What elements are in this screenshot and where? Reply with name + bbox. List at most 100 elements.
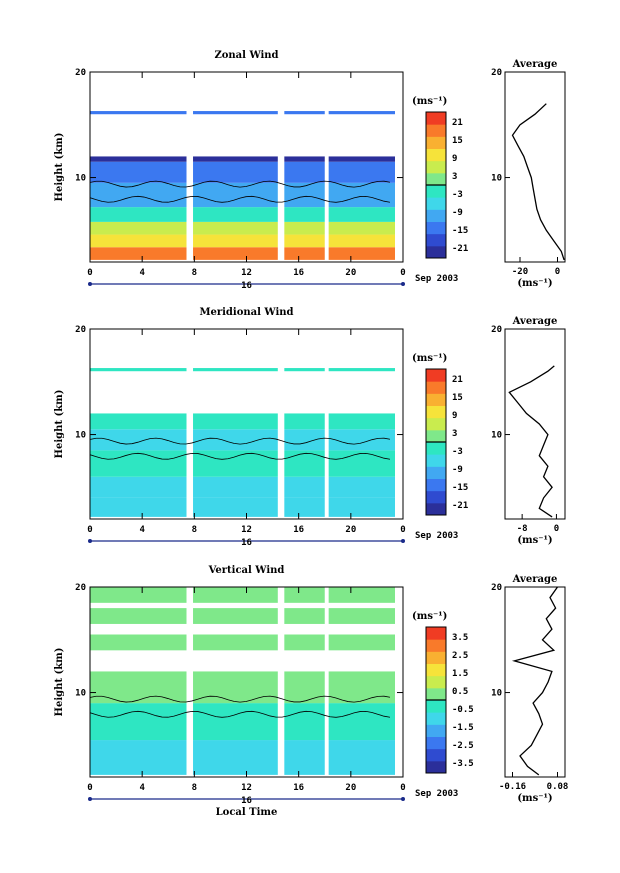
- data-gap: [186, 72, 194, 262]
- colorbar-swatch: [426, 748, 446, 762]
- colorbar-tick-label: -9: [452, 208, 463, 218]
- field-band: [90, 156, 395, 162]
- colorbar-swatch: [426, 478, 446, 492]
- y-axis-label: Height (km): [54, 648, 65, 717]
- date-caption: Sep 2003: [415, 531, 458, 541]
- colorbar-swatch: [426, 639, 446, 652]
- x-tick-label: 12: [241, 783, 252, 793]
- x-tick-label: 0: [87, 525, 92, 535]
- profile-frame: [504, 586, 566, 778]
- zero-contour: [89, 695, 391, 703]
- colorbar-swatch: [426, 148, 446, 162]
- panel-2: Meridional Wind 10 20 Height (km) 0 4 8 12 16 20 0…: [54, 307, 566, 548]
- panel-title: Vertical Wind: [208, 565, 285, 576]
- field-band: [90, 608, 395, 624]
- colorbar-unit: (ms⁻¹): [412, 611, 447, 622]
- colorbar-tick-label: 9: [452, 154, 457, 164]
- colorbar-swatch: [426, 627, 446, 640]
- colorbar-swatch: [426, 675, 446, 689]
- date-axis-end: [88, 282, 92, 286]
- x-tick-label: 0: [400, 783, 405, 793]
- field-band: [90, 161, 395, 183]
- colorbar-swatch: [426, 245, 446, 259]
- field-band: [90, 671, 395, 704]
- colorbar-tick-label: 0.5: [452, 687, 468, 697]
- zero-contour: [89, 180, 391, 188]
- date-axis-end: [88, 797, 92, 801]
- colorbar-tick-label: 2.5: [452, 651, 468, 661]
- colorbar-swatch: [426, 209, 446, 222]
- y-tick-label: 10: [75, 431, 86, 441]
- y-tick-label: 20: [75, 583, 86, 593]
- profile-x-tick-label: -20: [512, 267, 528, 277]
- colorbar-tick-label: -3.5: [452, 759, 474, 769]
- colorbar-swatch: [426, 124, 446, 137]
- field-band: [90, 221, 395, 235]
- profile-y-tick-label: 20: [491, 68, 502, 78]
- colorbar-swatch: [426, 172, 446, 186]
- x-axis-label: Local Time: [216, 807, 278, 818]
- field-band: [90, 234, 395, 248]
- date-caption: Sep 2003: [415, 789, 458, 799]
- panel-title: Zonal Wind: [214, 50, 278, 61]
- x-tick-label: 16: [293, 525, 304, 535]
- date-tick-label: 16: [241, 281, 252, 291]
- zero-contour: [89, 452, 391, 460]
- profile-title: Average: [512, 59, 558, 70]
- wind-field: [89, 72, 395, 262]
- colorbar-swatch: [426, 160, 446, 174]
- x-tick-label: 12: [241, 268, 252, 278]
- date-axis-end: [88, 539, 92, 543]
- x-tick-label: 12: [241, 525, 252, 535]
- colorbar-tick-label: -15: [452, 226, 468, 236]
- colorbar-tick-label: 3: [452, 429, 457, 439]
- x-tick-label: 0: [87, 783, 92, 793]
- x-tick-label: 4: [139, 525, 145, 535]
- panel-title: Meridional Wind: [199, 307, 293, 318]
- field-band: [90, 587, 395, 603]
- data-gap: [324, 329, 329, 519]
- x-tick-label: 8: [192, 268, 197, 278]
- date-tick-label: 16: [241, 796, 252, 806]
- x-tick-label: 20: [345, 783, 356, 793]
- colorbar-swatch: [426, 369, 446, 382]
- colorbar-tick-label: -3: [452, 190, 463, 200]
- y-tick-label: 10: [75, 174, 86, 184]
- profile-y-tick-label: 10: [491, 689, 502, 699]
- zero-contour: [89, 437, 391, 445]
- colorbar-tick-label: -15: [452, 483, 468, 493]
- data-gap: [186, 329, 194, 519]
- colorbar-swatch: [426, 736, 446, 750]
- field-band: [90, 368, 395, 372]
- colorbar-tick-label: 9: [452, 411, 457, 421]
- profile-line: [511, 103, 565, 261]
- colorbar-tick-label: -21: [452, 501, 468, 511]
- profile-title: Average: [512, 316, 558, 327]
- data-gap: [277, 72, 285, 262]
- panel-1: Zonal Wind 10 20 Height (km) 0 4 8 12 16 20 0 16 Sep…: [54, 50, 566, 291]
- field-band: [90, 476, 395, 498]
- field-band: [90, 429, 395, 451]
- x-tick-label: 4: [139, 783, 145, 793]
- data-gap: [324, 72, 329, 262]
- profile-y-tick-label: 10: [491, 174, 502, 184]
- colorbar-swatch: [426, 393, 446, 406]
- colorbar-swatch: [426, 700, 446, 713]
- wind-field: [89, 329, 395, 519]
- colorbar-swatch: [426, 221, 446, 235]
- y-tick-label: 20: [75, 68, 86, 78]
- field-band: [90, 111, 395, 115]
- colorbar-unit: (ms⁻¹): [412, 96, 447, 107]
- profile-y-tick-label: 10: [491, 431, 502, 441]
- colorbar-swatch: [426, 381, 446, 394]
- colorbar-tick-label: -3: [452, 447, 463, 457]
- colorbar-swatch: [426, 712, 446, 725]
- colorbar-tick-label: -9: [452, 465, 463, 475]
- profile-x-tick-label: -8: [517, 524, 528, 534]
- zero-contour: [89, 195, 391, 203]
- colorbar-swatch: [426, 454, 446, 467]
- colorbar-tick-label: -1.5: [452, 723, 474, 733]
- colorbar-swatch: [426, 136, 446, 149]
- date-axis-end: [401, 797, 405, 801]
